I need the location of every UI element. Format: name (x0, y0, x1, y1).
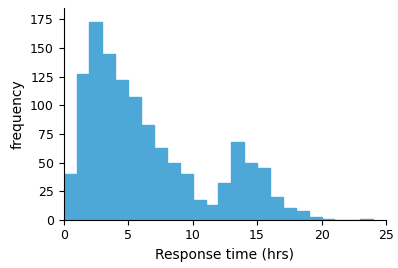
Bar (219, 183, 231, 220)
Bar (180, 174, 193, 220)
Bar (76, 75, 90, 220)
Bar (322, 219, 334, 220)
Bar (90, 22, 102, 220)
Bar (128, 97, 141, 220)
Bar (270, 197, 283, 220)
Bar (102, 54, 115, 220)
Y-axis label: frequency: frequency (10, 79, 25, 149)
Bar (64, 174, 76, 220)
X-axis label: Response time (hrs): Response time (hrs) (155, 248, 295, 262)
Bar (154, 148, 167, 220)
Bar (244, 162, 257, 220)
Bar (283, 208, 296, 220)
Bar (115, 80, 128, 220)
Bar (205, 205, 219, 220)
Bar (167, 162, 180, 220)
Bar (231, 142, 244, 220)
Bar (360, 219, 373, 220)
Bar (141, 125, 154, 220)
Bar (193, 200, 205, 220)
Bar (309, 217, 322, 220)
Bar (257, 168, 270, 220)
Bar (296, 211, 309, 220)
